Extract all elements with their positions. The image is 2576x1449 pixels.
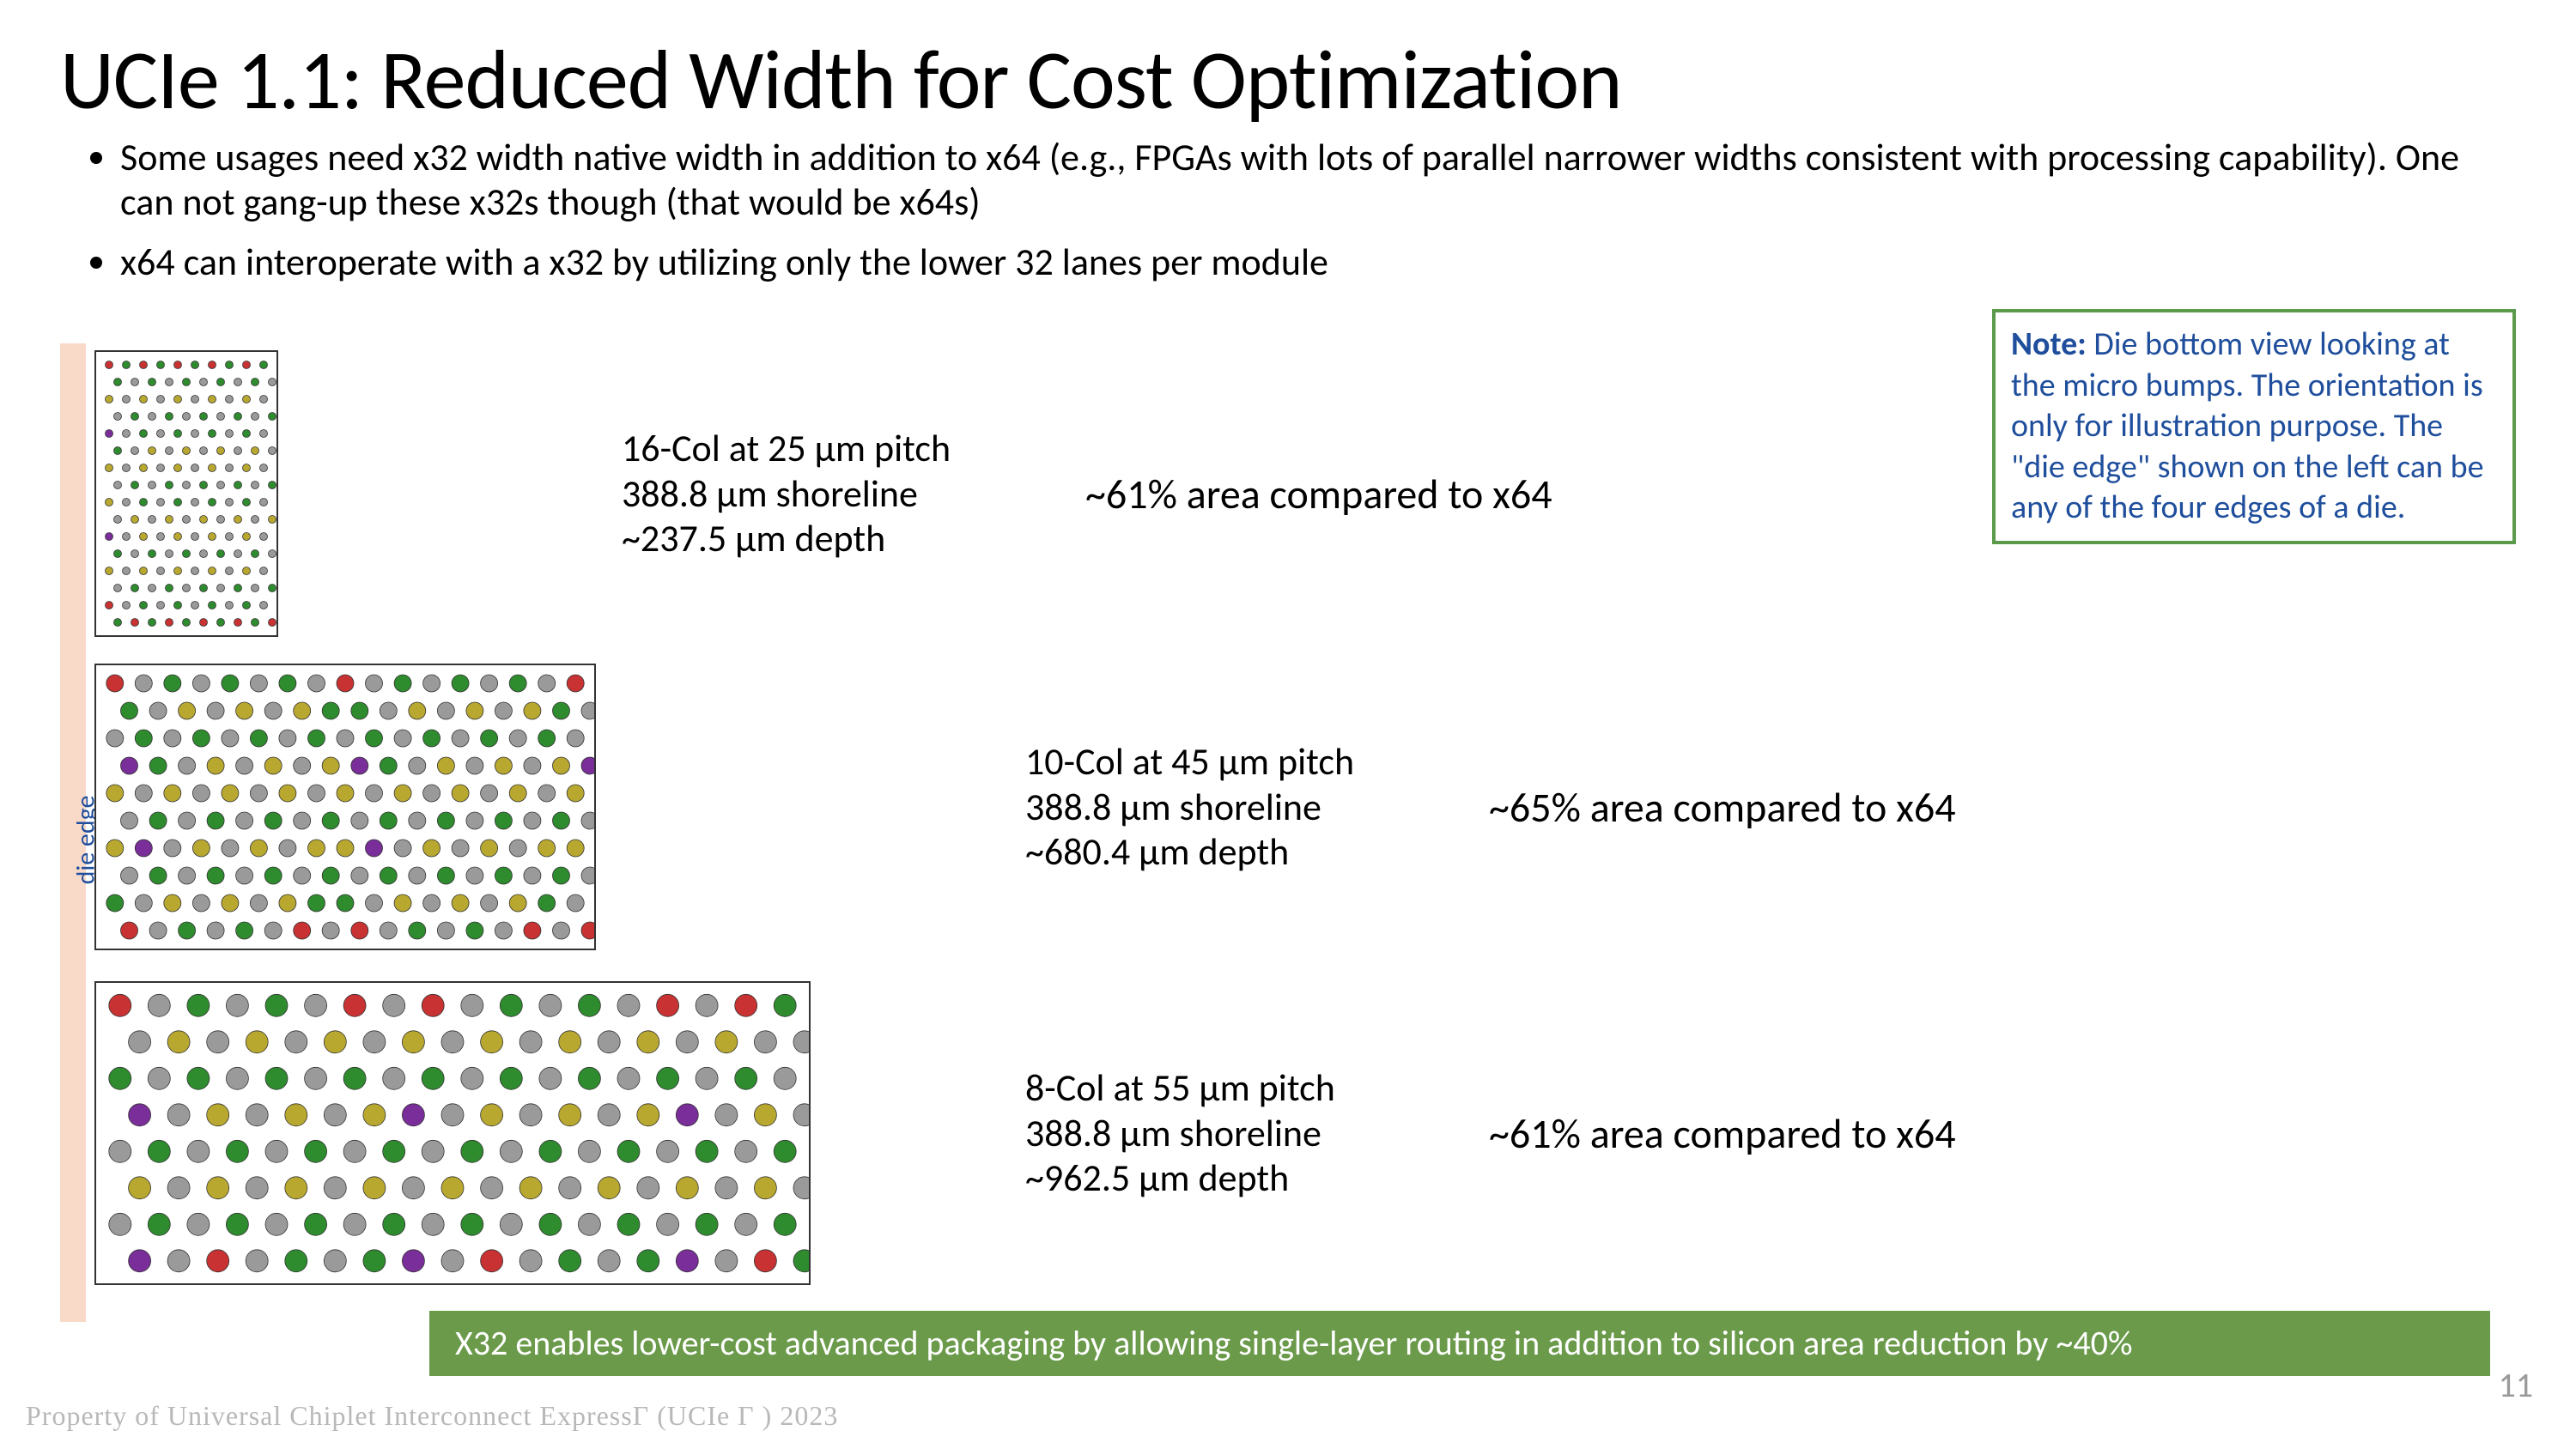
config-row: 16-Col at 25 µm pitch 388.8 µm shoreline… <box>94 343 2516 644</box>
bullet-list: Some usages need x32 width native width … <box>60 136 2516 285</box>
spec-line: 8-Col at 55 µm pitch <box>1025 1065 1437 1111</box>
spec-line: 388.8 µm shoreline <box>1025 1111 1437 1156</box>
area-text: ~61% area compared to x64 <box>1489 1108 1956 1159</box>
config-row: 8-Col at 55 µm pitch 388.8 µm shoreline … <box>94 979 2516 1288</box>
bump-map <box>94 981 811 1285</box>
page-number: 11 <box>2498 1364 2533 1406</box>
bullet-item: Some usages need x32 width native width … <box>120 136 2516 225</box>
spec-line: ~680.4 µm depth <box>1025 829 1437 875</box>
spec-block: 10-Col at 45 µm pitch 388.8 µm shoreline… <box>1025 739 1437 875</box>
bullet-item: x64 can interoperate with a x32 by utili… <box>120 240 2516 285</box>
spec-block: 16-Col at 25 µm pitch 388.8 µm shoreline… <box>622 426 1034 561</box>
spec-line: ~962.5 µm depth <box>1025 1155 1437 1201</box>
slide-title: UCIe 1.1: Reduced Width for Cost Optimiz… <box>60 34 2516 127</box>
spec-line: 10-Col at 45 µm pitch <box>1025 739 1437 785</box>
bump-map <box>94 664 596 950</box>
area-text: ~65% area compared to x64 <box>1489 782 1956 833</box>
spec-block: 8-Col at 55 µm pitch 388.8 µm shoreline … <box>1025 1065 1437 1201</box>
bump-map <box>94 350 278 637</box>
area-text: ~61% area compared to x64 <box>1085 469 1552 519</box>
spec-line: 388.8 µm shoreline <box>1025 785 1437 830</box>
summary-banner: X32 enables lower-cost advanced packagin… <box>429 1311 2490 1376</box>
slide: UCIe 1.1: Reduced Width for Cost Optimiz… <box>0 0 2576 1449</box>
diagram-area: die edge 16-Col at 25 µm pitch 388.8 µm … <box>60 343 2516 1346</box>
spec-line: ~237.5 µm depth <box>622 516 1034 561</box>
spec-line: 388.8 µm shoreline <box>622 471 1034 517</box>
spec-line: 16-Col at 25 µm pitch <box>622 426 1034 471</box>
footer-text: Property of Universal Chiplet Interconne… <box>26 1400 838 1432</box>
config-row: 10-Col at 45 µm pitch 388.8 µm shoreline… <box>94 661 2516 953</box>
